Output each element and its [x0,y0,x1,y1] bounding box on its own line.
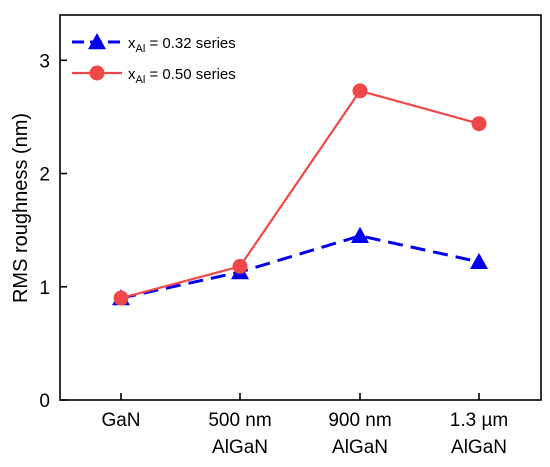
legend-marker [89,65,105,81]
y-axis: 0 1 2 3 [39,51,67,412]
data-point [232,258,248,274]
y-tick-label: 1 [39,278,50,299]
data-point [351,226,369,244]
data-point [470,252,488,270]
x-tick-label: 1.3 µm [450,410,508,431]
data-point [352,83,368,99]
data-point [471,116,487,132]
y-tick-label: 3 [39,51,50,72]
data-point [113,290,129,306]
legend-label: xAl = 0.32 series [128,35,236,55]
legend-item-2: xAl = 0.50 series [72,65,236,86]
x-tick-label: GaN [101,410,140,431]
legend-marker [88,33,106,50]
x-tick-label: 900 nm [328,410,391,431]
plot-frame [59,14,542,401]
x-tick-label: AlGaN [332,437,388,458]
y-axis-title: RMS roughness (nm) [10,113,32,303]
y-tick-label: 2 [39,165,50,186]
legend: xAl = 0.32 series xAl = 0.50 series [72,33,236,86]
series-layer [112,83,488,306]
x-tick-label: AlGaN [212,437,268,458]
series-line [120,234,480,300]
legend-label: xAl = 0.50 series [128,66,236,86]
x-tick-label: AlGaN [451,437,507,458]
x-axis: GaN 500 nm AlGaN 900 nm AlGaN 1.3 µm AlGaN [101,393,508,458]
series-1 [112,226,488,306]
y-tick-label: 0 [39,391,50,412]
series-2 [113,83,487,306]
legend-item-1: xAl = 0.32 series [72,33,236,55]
series-line [120,89,480,300]
x-tick-label: 500 nm [208,410,271,431]
